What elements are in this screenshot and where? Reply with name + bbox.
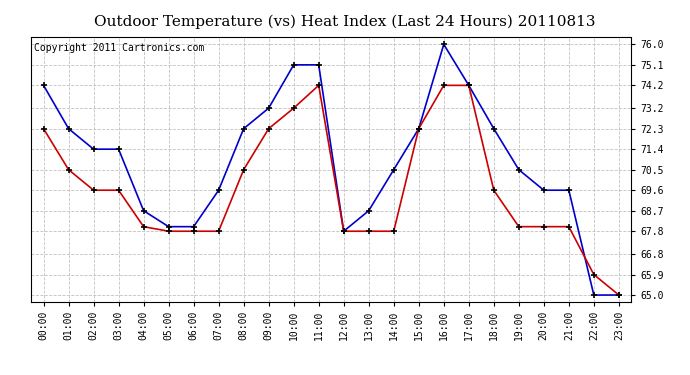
Text: Copyright 2011 Cartronics.com: Copyright 2011 Cartronics.com: [34, 43, 204, 53]
Text: Outdoor Temperature (vs) Heat Index (Last 24 Hours) 20110813: Outdoor Temperature (vs) Heat Index (Las…: [95, 15, 595, 29]
